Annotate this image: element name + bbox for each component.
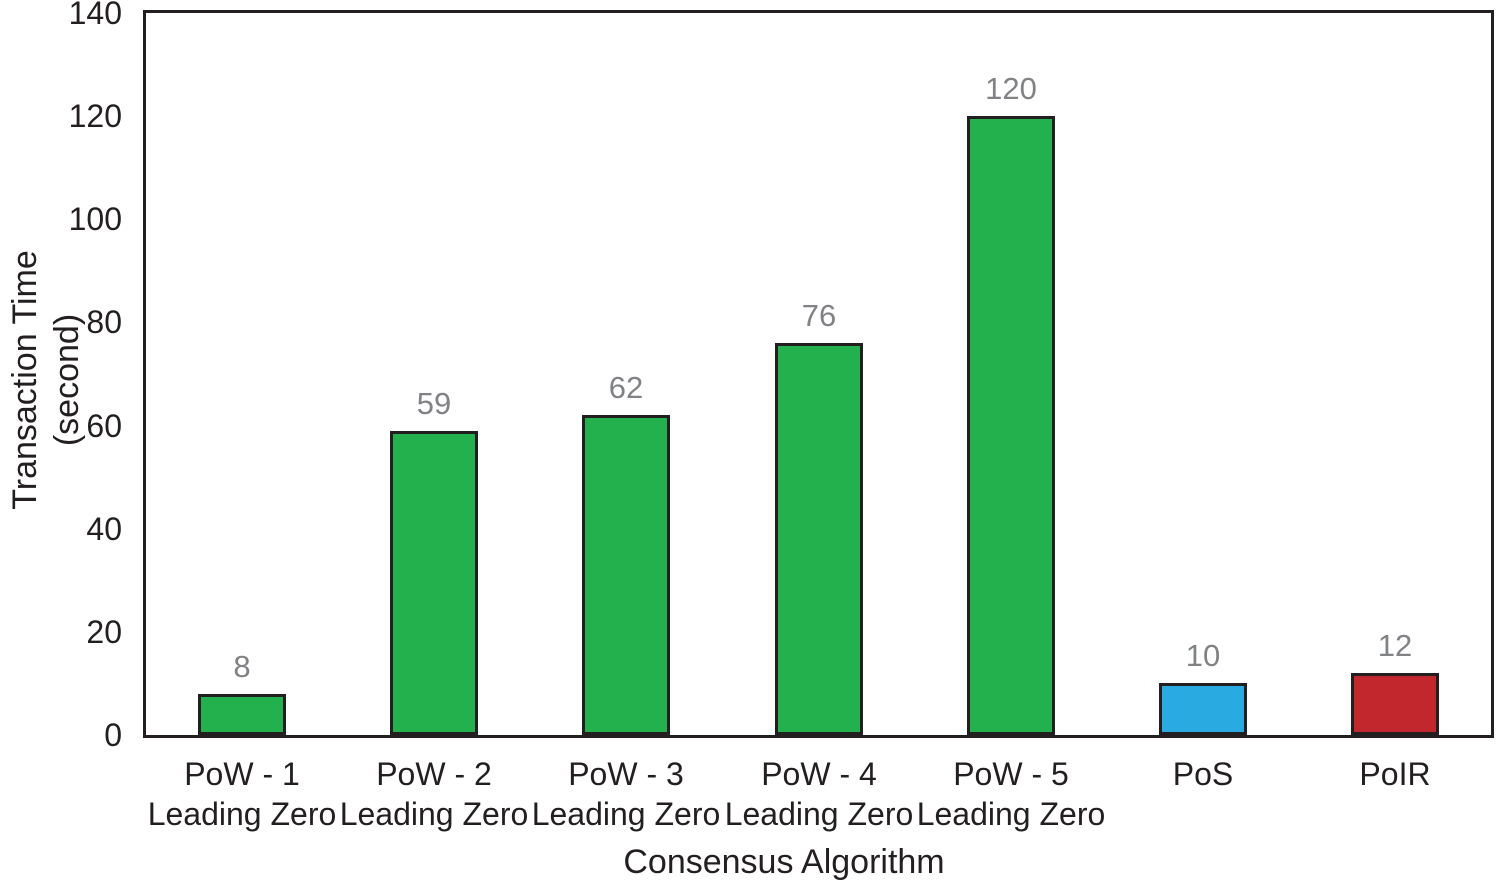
bar-value-label: 8 bbox=[233, 649, 251, 684]
bar-value-label: 10 bbox=[1185, 638, 1221, 673]
y-tick-label-60: 60 bbox=[86, 407, 122, 444]
y-tick-label-20: 20 bbox=[86, 613, 122, 650]
y-tick-label-100: 100 bbox=[68, 201, 122, 238]
y-tick-label-120: 120 bbox=[68, 98, 122, 135]
y-tick-label-40: 40 bbox=[86, 510, 122, 547]
bar-value-label: 120 bbox=[985, 71, 1037, 106]
x-category-label-pow-3-leading-zero: PoW - 3 Leading Zero bbox=[531, 756, 721, 832]
bar-pow-1-leading-zero bbox=[198, 694, 286, 735]
bar-pow-5-leading-zero bbox=[967, 116, 1055, 735]
x-category-label-pow-5-leading-zero: PoW - 5 Leading Zero bbox=[916, 756, 1106, 832]
bar-pow-4-leading-zero bbox=[775, 343, 863, 735]
x-category-label-poir: PoIR bbox=[1359, 756, 1431, 792]
x-category-label-pow-1-leading-zero: PoW - 1 Leading Zero bbox=[147, 756, 337, 832]
bar-pos bbox=[1159, 683, 1247, 735]
y-tick-label-140: 140 bbox=[68, 0, 122, 31]
bar-value-label: 59 bbox=[416, 386, 452, 421]
x-category-label-pow-4-leading-zero: PoW - 4 Leading Zero bbox=[724, 756, 914, 832]
x-category-label-pos: PoS bbox=[1172, 756, 1234, 792]
bar-value-label: 62 bbox=[608, 370, 644, 405]
y-tick-label-80: 80 bbox=[86, 304, 122, 341]
y-axis-title-line1: Transaction Time bbox=[6, 250, 44, 510]
bar-value-label: 76 bbox=[801, 298, 837, 333]
y-axis-title: Transaction Time (second) bbox=[4, 250, 88, 510]
plot-area: 8 59 62 76 120 10 12 bbox=[143, 10, 1494, 738]
y-axis-title-line2: (second) bbox=[48, 313, 86, 447]
bar-poir bbox=[1351, 673, 1439, 735]
bar-pow-2-leading-zero bbox=[390, 431, 478, 735]
x-axis-title: Consensus Algorithm bbox=[623, 843, 945, 881]
bar-pow-3-leading-zero bbox=[582, 415, 670, 735]
x-category-label-pow-2-leading-zero: PoW - 2 Leading Zero bbox=[339, 756, 529, 832]
y-tick-label-0: 0 bbox=[104, 717, 122, 753]
bar-value-label: 12 bbox=[1377, 628, 1413, 663]
